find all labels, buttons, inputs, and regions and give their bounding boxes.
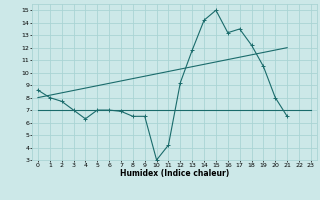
X-axis label: Humidex (Indice chaleur): Humidex (Indice chaleur) [120, 169, 229, 178]
